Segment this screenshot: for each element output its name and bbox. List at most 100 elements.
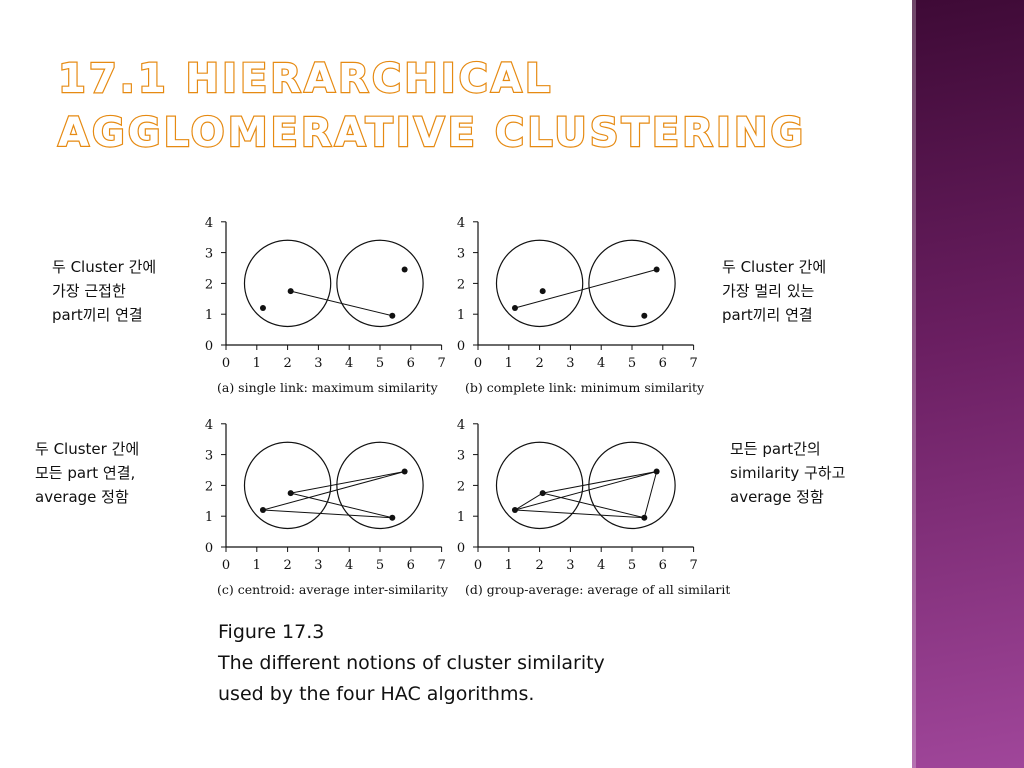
note-single-link: 두 Cluster 간에 가장 근접한 part끼리 연결 xyxy=(52,255,156,327)
y-tick-label: 4 xyxy=(457,216,465,231)
y-tick-label: 2 xyxy=(205,479,213,494)
x-tick-label: 0 xyxy=(474,558,482,573)
cluster-circle xyxy=(588,441,676,530)
x-tick-label: 1 xyxy=(253,558,261,573)
y-tick-label: 2 xyxy=(457,479,465,494)
x-tick-label: 3 xyxy=(566,558,574,573)
similarity-link xyxy=(290,471,405,494)
x-tick-label: 2 xyxy=(283,356,291,371)
y-tick-label: 4 xyxy=(205,216,213,231)
panel-single-link: 0 1 2 3 4 5 6 7 0 1 2 3 4 (a) single link: maximum si… xyxy=(205,216,446,395)
x-tick-label: 1 xyxy=(505,356,513,371)
data-point xyxy=(653,468,660,475)
data-point xyxy=(539,490,546,497)
x-tick-label: 6 xyxy=(407,558,415,573)
y-tick-label: 3 xyxy=(457,247,465,262)
panel-caption: (c) centroid: average inter-similarity xyxy=(217,582,449,597)
similarity-link xyxy=(514,471,657,511)
cluster-circle xyxy=(336,239,424,328)
similarity-link xyxy=(514,492,543,511)
note-line: 가장 근접한 xyxy=(52,282,126,300)
similarity-link xyxy=(542,471,657,494)
note-line: similarity 구하고 xyxy=(730,464,846,482)
y-tick-label: 4 xyxy=(205,418,213,433)
cluster-circle xyxy=(336,441,424,530)
y-tick-label: 3 xyxy=(205,449,213,464)
similarity-link xyxy=(643,471,658,518)
note-line: 모든 part 연결, xyxy=(35,464,136,482)
y-tick-label: 0 xyxy=(205,541,213,556)
data-point xyxy=(401,468,408,475)
caption-line-3: used by the four HAC algorithms. xyxy=(218,683,535,705)
y-tick-label: 0 xyxy=(457,339,465,354)
x-tick-label: 6 xyxy=(659,558,667,573)
x-tick-label: 4 xyxy=(597,356,605,371)
x-tick-label: 1 xyxy=(505,558,513,573)
panel-caption: (d) group-average: average of all simila… xyxy=(465,582,730,597)
data-point xyxy=(287,490,294,497)
caption-line-2: The different notions of cluster similar… xyxy=(218,652,605,674)
x-tick-label: 4 xyxy=(597,558,605,573)
data-point xyxy=(259,507,266,514)
note-complete-link: 두 Cluster 간에 가장 멀리 있는 part끼리 연결 xyxy=(722,255,826,327)
y-tick-label: 1 xyxy=(457,308,465,323)
caption-line-1: Figure 17.3 xyxy=(218,621,325,643)
data-point xyxy=(287,288,294,295)
cluster-circle xyxy=(495,441,584,530)
cluster-circle xyxy=(588,239,676,328)
panel-centroid: 0 1 2 3 4 5 6 7 0 1 2 3 4 (c) centroid: average inter… xyxy=(205,418,449,597)
x-tick-label: 7 xyxy=(437,558,445,573)
x-tick-label: 7 xyxy=(689,558,697,573)
y-tick-label: 1 xyxy=(457,510,465,525)
similarity-link xyxy=(514,509,645,519)
note-line: 두 Cluster 간에 xyxy=(722,258,827,276)
x-tick-label: 0 xyxy=(222,356,230,371)
note-line: part끼리 연결 xyxy=(722,306,813,324)
panel-caption: (b) complete link: minimum similarity xyxy=(465,380,705,395)
x-tick-label: 0 xyxy=(222,558,230,573)
cluster-circle xyxy=(243,239,332,328)
x-tick-label: 6 xyxy=(407,356,415,371)
panel-group-average: 0 1 2 3 4 5 6 7 0 1 2 3 4 (d) group-average: average … xyxy=(457,418,730,597)
y-tick-label: 0 xyxy=(457,541,465,556)
data-point xyxy=(401,266,408,273)
x-tick-label: 3 xyxy=(314,558,322,573)
y-tick-label: 3 xyxy=(205,247,213,262)
panel-caption: (a) single link: maximum similarity xyxy=(217,380,439,395)
data-point xyxy=(653,266,660,273)
y-tick-label: 2 xyxy=(457,277,465,292)
note-line: 두 Cluster 간에 xyxy=(35,440,140,458)
x-tick-label: 4 xyxy=(345,558,353,573)
similarity-link xyxy=(290,492,393,519)
note-line: average 정함 xyxy=(730,488,824,506)
data-point xyxy=(511,305,518,312)
x-tick-label: 5 xyxy=(628,356,636,371)
similarity-link xyxy=(262,509,393,519)
x-tick-label: 0 xyxy=(474,356,482,371)
data-point xyxy=(389,312,396,319)
note-line: 가장 멀리 있는 xyxy=(722,282,815,300)
data-point xyxy=(259,305,266,312)
title-line-1: 17.1 Hierarchical xyxy=(57,55,554,103)
note-line: average 정함 xyxy=(35,488,129,506)
x-tick-label: 2 xyxy=(535,356,543,371)
cluster-circle xyxy=(495,239,584,328)
panel-complete-link: 0 1 2 3 4 5 6 7 0 1 2 3 4 (b) complete link: minimum … xyxy=(457,216,705,395)
similarity-link xyxy=(542,492,645,519)
cluster-circle xyxy=(243,441,332,530)
y-tick-label: 4 xyxy=(457,418,465,433)
y-tick-label: 3 xyxy=(457,449,465,464)
x-tick-label: 7 xyxy=(437,356,445,371)
note-group-average: 모든 part간의 similarity 구하고 average 정함 xyxy=(730,437,845,509)
similarity-link xyxy=(290,290,393,317)
figure-caption: Figure 17.3 The different notions of clu… xyxy=(218,617,605,710)
x-tick-label: 3 xyxy=(566,356,574,371)
similarity-link xyxy=(514,269,657,309)
data-point xyxy=(539,288,546,295)
x-tick-label: 5 xyxy=(376,356,384,371)
note-centroid: 두 Cluster 간에 모든 part 연결, average 정함 xyxy=(35,437,139,509)
data-point xyxy=(641,312,648,319)
y-tick-label: 1 xyxy=(205,308,213,323)
y-tick-label: 0 xyxy=(205,339,213,354)
